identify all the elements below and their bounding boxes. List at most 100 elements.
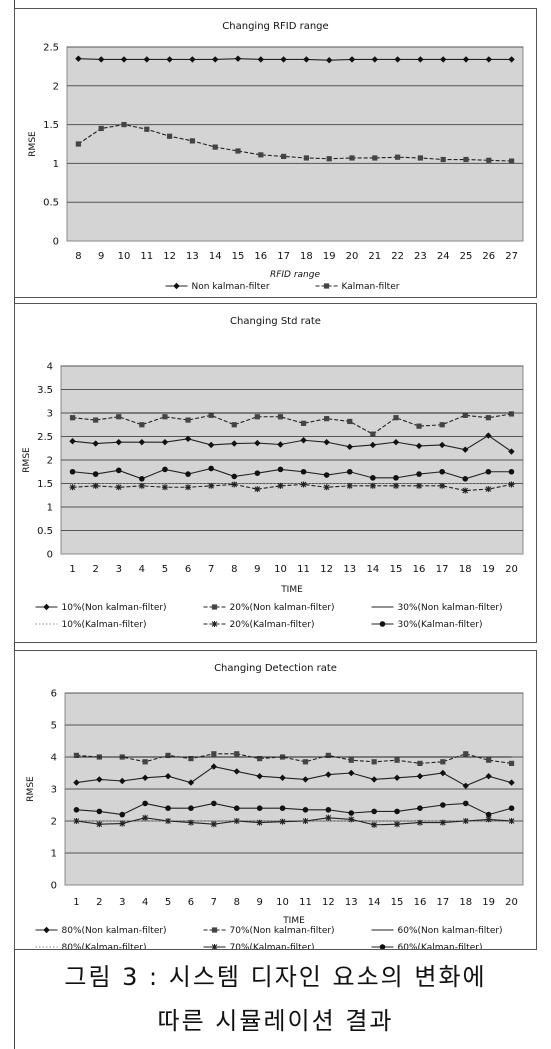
data-point [277, 441, 284, 448]
legend-label: 60%(Kalman-filter) [398, 943, 483, 949]
x-tick-label: 13 [186, 251, 199, 262]
data-point [371, 821, 378, 828]
data-point [166, 56, 173, 63]
data-point [161, 484, 168, 491]
data-point [189, 138, 195, 144]
x-tick-label: 18 [459, 564, 472, 575]
data-point [485, 415, 491, 421]
y-tick-label: 0 [47, 550, 53, 561]
series-line [72, 483, 512, 492]
data-point [323, 484, 330, 491]
figure-caption: 그림 3 : 시스템 디자인 요소의 변화에 따른 시뮬레이션 결과 [14, 955, 537, 1043]
series-line [76, 753, 512, 764]
data-point [211, 751, 217, 757]
data-point [440, 759, 446, 765]
data-point [143, 56, 150, 63]
plot-area [66, 46, 524, 242]
data-point [508, 468, 515, 475]
y-tick-label: 3.5 [37, 385, 53, 396]
data-point [138, 482, 145, 489]
data-point [325, 814, 332, 821]
x-tick-label: 8 [75, 251, 81, 262]
data-point [326, 156, 332, 162]
legend-marker [323, 283, 330, 289]
data-point [300, 481, 307, 488]
x-tick-label: 5 [165, 897, 171, 908]
data-point [370, 475, 376, 481]
x-tick-label: 24 [437, 251, 450, 262]
x-tick-label: 15 [390, 564, 403, 575]
y-axis-label: RMSE [28, 131, 38, 157]
data-point [323, 472, 330, 478]
legend-entry: 10%(Non kalman-filter) [35, 603, 167, 613]
legend-label: 30%(Non kalman-filter) [398, 603, 503, 613]
chart-rfid-range: Changing RFID range 0 0.5 1 1.5 2 2.5 RMSE 8 9 10 1… [28, 21, 524, 292]
data-point [139, 476, 145, 482]
data-point [371, 56, 378, 63]
data-point [416, 819, 423, 826]
data-point [394, 56, 401, 63]
data-point [416, 423, 422, 429]
data-point [188, 756, 194, 762]
y-tick-label: 2 [51, 817, 57, 828]
series-line [78, 124, 512, 162]
data-point [303, 155, 309, 161]
data-point [302, 759, 309, 765]
legend-marker [379, 621, 386, 627]
x-tick-label: 8 [231, 564, 237, 575]
data-point [440, 156, 446, 163]
series-6 [69, 465, 515, 482]
chart-title: Changing Detection rate [214, 663, 337, 674]
data-point [98, 56, 105, 63]
data-point [302, 807, 309, 813]
data-point [439, 769, 447, 777]
x-tick-label: 7 [211, 897, 217, 908]
x-tick-label: 25 [460, 251, 473, 262]
data-point [372, 155, 378, 161]
chart-panel-std-rate: Changing Std rate 0 0.5 1 1.5 2 2.5 3 3.5 4 RMSE 1 2… [14, 303, 537, 643]
data-point [324, 416, 330, 422]
data-point [184, 435, 192, 443]
legend-label: 10%(Kalman-filter) [62, 620, 147, 630]
data-point [234, 751, 240, 757]
data-point [73, 752, 80, 758]
y-tick-label: 6 [51, 689, 57, 700]
legend-entry: Kalman-filter [315, 282, 400, 292]
legend-entry: 60%(Kalman-filter) [371, 943, 483, 949]
series-line [76, 817, 512, 826]
x-tick-label: 11 [297, 564, 310, 575]
y-tick-label: 0 [51, 881, 57, 892]
x-tick-label: 19 [323, 251, 336, 262]
x-axis-label: TIME [282, 916, 305, 926]
legend-entry: 30%(Kalman-filter) [371, 620, 482, 630]
series-1 [75, 55, 515, 64]
data-point [485, 56, 492, 63]
data-point [300, 468, 307, 475]
x-tick-label: 2 [92, 564, 98, 575]
legend-label: 70%(Non kalman-filter) [230, 926, 335, 936]
data-point [392, 438, 400, 446]
data-point [258, 152, 264, 158]
y-tick-label: 0.5 [37, 526, 53, 537]
data-point [211, 800, 217, 807]
x-tick-label: 4 [139, 564, 145, 575]
legend-marker [379, 944, 386, 949]
data-point [254, 470, 261, 476]
legend-marker [211, 621, 218, 627]
data-point [142, 814, 149, 821]
data-point [280, 56, 287, 63]
data-point [231, 473, 238, 480]
data-point [303, 56, 310, 63]
data-point [189, 56, 196, 63]
data-point [462, 800, 469, 807]
data-point [394, 821, 401, 828]
x-tick-label: 23 [414, 251, 427, 262]
data-point [508, 411, 515, 417]
data-point [185, 417, 191, 423]
y-tick-label: 4 [51, 753, 57, 764]
legend-entry: 20%(Kalman-filter) [203, 620, 314, 630]
data-point [508, 760, 515, 766]
data-point [207, 441, 215, 449]
y-axis-label: RMSE [22, 447, 32, 473]
data-point [508, 818, 515, 824]
